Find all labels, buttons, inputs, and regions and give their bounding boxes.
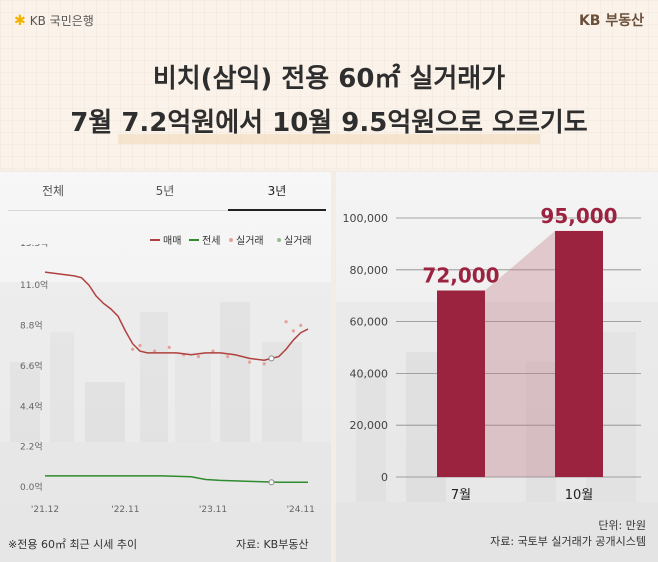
legend-jeonse-transaction-swatch xyxy=(277,237,281,242)
transaction-point xyxy=(196,354,201,359)
tabs-divider xyxy=(8,210,326,211)
highlight-point xyxy=(268,479,275,486)
legend-sale-transaction-label: 실거래 xyxy=(236,236,264,247)
legend-sale-swatch xyxy=(150,238,160,241)
bar xyxy=(555,230,603,477)
transaction-point xyxy=(138,343,142,348)
legend-jeonse-label: 전세 xyxy=(202,236,221,247)
legend-sale: 매매 xyxy=(150,232,181,247)
city-background-image xyxy=(0,282,331,562)
transaction-point xyxy=(284,320,288,324)
growth-connector xyxy=(485,230,555,477)
kb-bank-logo: ✱ KB 국민은행 xyxy=(14,12,94,29)
kb-star-icon: ✱ xyxy=(14,12,26,29)
active-tab-indicator xyxy=(228,209,326,211)
tab-all[interactable]: 전체 xyxy=(41,184,65,198)
legend-jeonse-transactions: 실거래 xyxy=(277,232,312,247)
city-background-image-right xyxy=(336,302,658,562)
header-banner: ✱ KB 국민은행 KB 부동산 비치(삼익) 전용 60㎡ 실거래가 7월 7… xyxy=(0,0,658,170)
x-category-label: 10월 xyxy=(565,488,594,503)
y-tick-label: 13.3억 xyxy=(20,244,48,249)
transaction-point xyxy=(152,349,157,353)
title-line-1: 비치(삼익) 전용 60㎡ 실거래가 xyxy=(152,64,506,94)
x-tick-label: '24.11 xyxy=(287,505,315,515)
price-bar-chart: 100,000 80,000 60,000 40,000 20,000 0 72,000 7월… xyxy=(343,204,641,503)
legend-jeonse: 전세 xyxy=(189,232,220,247)
y-tick-label: 8.8억 xyxy=(20,320,43,332)
legend-sale-transaction-swatch xyxy=(229,237,233,242)
bank-logo-text: KB 국민은행 xyxy=(29,14,94,28)
x-tick-label: '23.11 xyxy=(199,505,227,515)
transaction-point xyxy=(211,349,215,353)
y-tick-label: 80,000 xyxy=(350,264,389,277)
tab-5-years[interactable]: 5년 xyxy=(155,184,175,198)
transaction-point xyxy=(262,362,266,366)
y-tick-label: 60,000 xyxy=(350,316,389,329)
y-tick-label: 40,000 xyxy=(350,367,389,380)
y-tick-label: 100,000 xyxy=(343,212,389,225)
y-tick-label: 4.4억 xyxy=(20,400,43,412)
legend-jeonse-swatch xyxy=(189,238,199,241)
title-line-2: 7월 7.2억원에서 10월 9.5억원으로 오르기도 xyxy=(70,108,588,138)
y-tick-label: 0 xyxy=(381,471,388,484)
legend-sale-label: 매매 xyxy=(163,236,182,247)
transaction-point xyxy=(131,347,135,351)
highlight-point xyxy=(268,355,275,362)
legend-jeonse-transaction-label: 실거래 xyxy=(284,236,312,247)
series-line-jeonse xyxy=(45,475,308,483)
transaction-point xyxy=(247,360,252,364)
transaction-point xyxy=(167,345,171,349)
y-tick-label: 20,000 xyxy=(350,419,389,432)
x-tick-label: '22.11 xyxy=(111,505,139,515)
y-tick-label: 2.2억 xyxy=(20,441,43,453)
series-line-sale xyxy=(44,271,309,362)
period-tabs: 전체 5년 3년 xyxy=(0,172,331,212)
legend-sale-transactions: 실거래 xyxy=(229,232,264,247)
tab-3-years[interactable]: 3년 xyxy=(267,184,287,198)
y-tick-label: 11.0억 xyxy=(20,279,48,291)
x-tick-label: '21.12 xyxy=(31,505,59,515)
kb-realestate-logo: KB 부동산 xyxy=(578,13,644,29)
price-line-chart: 13.3억 11.0억 8.8억 6.6억 4.4억 2.2억 0.0억 '21.12 '22.… xyxy=(20,244,315,515)
bar-value-label: 95,000 xyxy=(540,204,617,228)
x-category-label: 7월 xyxy=(451,488,471,503)
transaction-bar-panel: 100,000 80,000 60,000 40,000 20,000 0 72,000 7월… xyxy=(336,172,658,562)
unit-label: 단위: 만원 xyxy=(598,519,646,532)
transaction-point xyxy=(299,323,303,327)
price-trend-panel: 전체 5년 3년 매매 전세 실거래 실거래 13.3억 11.0억 8.8억 6.6… xyxy=(0,172,331,562)
transaction-point xyxy=(291,329,295,333)
bar xyxy=(437,290,485,477)
chart-source-left: 자료: KB부동산 xyxy=(236,538,309,551)
chart-source-right: 자료: 국토부 실거래가 공개시스템 xyxy=(490,535,646,548)
y-tick-label: 0.0억 xyxy=(20,481,43,493)
bar-value-label: 72,000 xyxy=(422,264,499,288)
chart-note: ※전용 60㎡ 최근 시세 추이 xyxy=(8,538,138,551)
title-highlight xyxy=(118,134,540,144)
y-tick-label: 6.6억 xyxy=(20,360,43,372)
transaction-point xyxy=(226,354,230,359)
